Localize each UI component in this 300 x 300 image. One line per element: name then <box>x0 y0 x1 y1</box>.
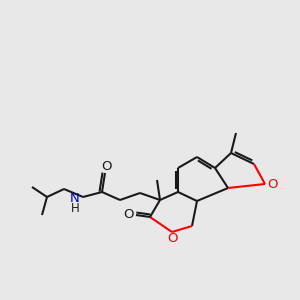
Text: N: N <box>70 193 80 206</box>
Text: O: O <box>124 208 134 221</box>
Text: H: H <box>70 202 80 215</box>
Text: O: O <box>101 160 111 173</box>
Text: O: O <box>267 178 277 190</box>
Text: O: O <box>167 232 177 245</box>
